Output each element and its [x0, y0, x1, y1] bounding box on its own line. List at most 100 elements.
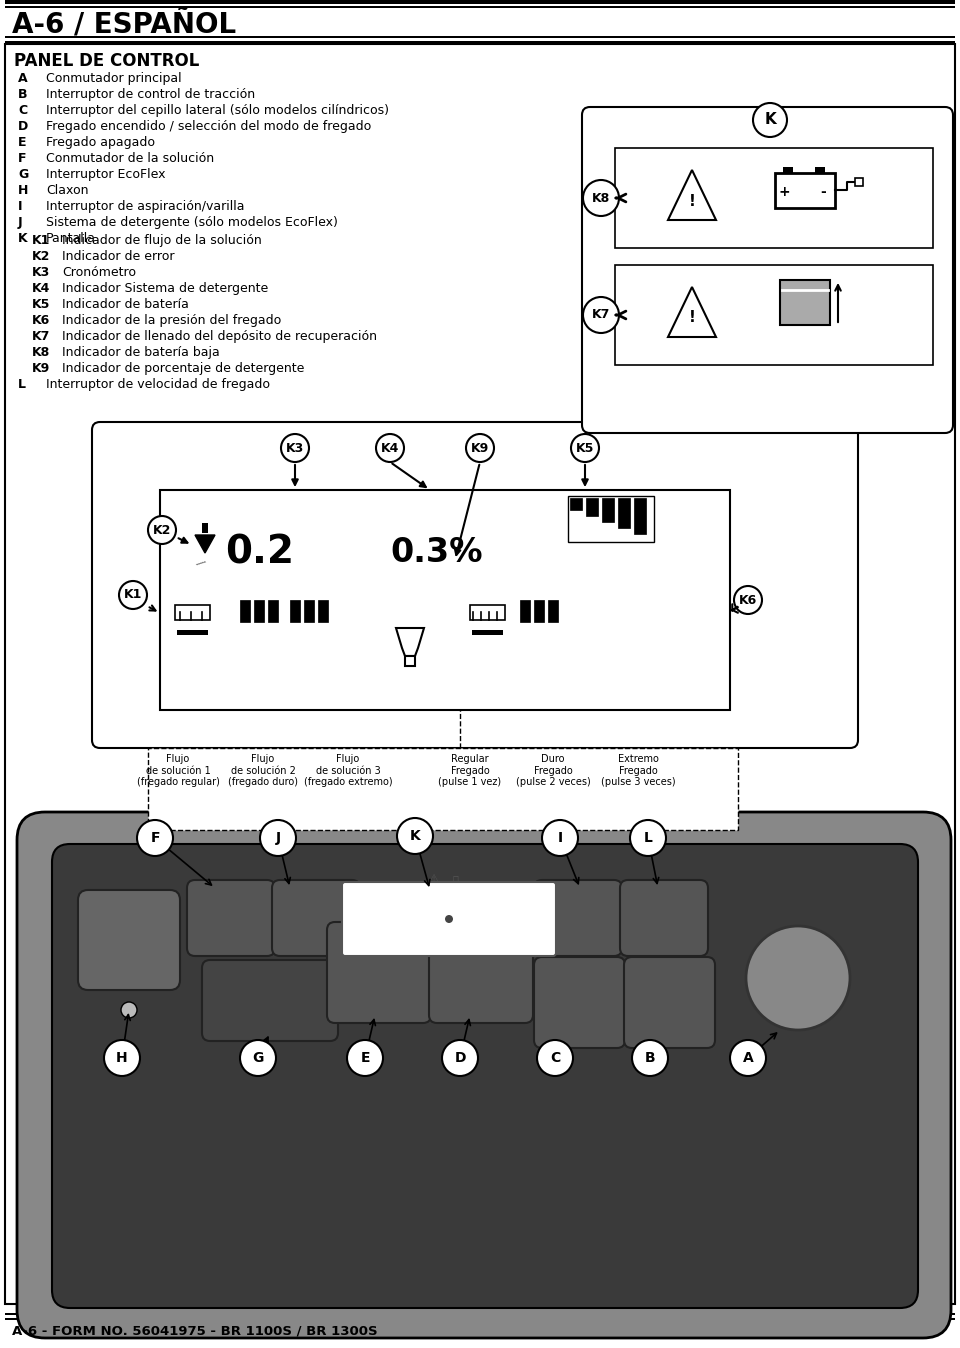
Text: K6: K6	[32, 314, 50, 328]
Bar	[534, 600, 544, 621]
Text: I: I	[18, 200, 22, 213]
Text: J: J	[18, 216, 23, 229]
Text: Flujo
de solución 3
(fregado extremo): Flujo de solución 3 (fregado extremo)	[303, 754, 393, 787]
Circle shape	[347, 1041, 383, 1076]
Bar	[634, 497, 646, 534]
Bar	[5, 1318, 955, 1320]
FancyBboxPatch shape	[17, 811, 951, 1339]
Text: !: !	[688, 310, 695, 325]
Text: Extremo
Fregado
(pulse 3 veces): Extremo Fregado (pulse 3 veces)	[601, 754, 675, 787]
Text: ⚠: ⚠	[428, 874, 438, 884]
FancyBboxPatch shape	[202, 960, 338, 1041]
Text: K7: K7	[591, 309, 611, 322]
FancyBboxPatch shape	[342, 882, 556, 956]
Bar	[815, 167, 825, 174]
Text: K2: K2	[32, 249, 50, 263]
Text: I: I	[558, 830, 563, 845]
Text: H: H	[116, 1051, 128, 1065]
Text: D: D	[18, 120, 28, 133]
Text: K9: K9	[470, 442, 490, 454]
Text: Indicador de porcentaje de detergente: Indicador de porcentaje de detergente	[62, 363, 304, 375]
Text: /: /	[195, 557, 204, 568]
Text: A-6 / ESPAÑOL: A-6 / ESPAÑOL	[12, 9, 236, 39]
Bar	[615, 266, 933, 365]
Bar	[5, 0, 955, 4]
Bar	[268, 600, 278, 621]
Text: K1: K1	[32, 235, 50, 247]
Text: K5: K5	[576, 442, 594, 454]
FancyBboxPatch shape	[327, 922, 431, 1023]
FancyBboxPatch shape	[534, 957, 625, 1047]
Circle shape	[260, 820, 296, 856]
Text: Interruptor EcoFlex: Interruptor EcoFlex	[46, 168, 165, 181]
Bar	[548, 600, 558, 621]
Text: Cronómetro: Cronómetro	[62, 266, 136, 279]
Text: Flujo
de solución 1
(fregado regular): Flujo de solución 1 (fregado regular)	[136, 754, 220, 787]
Bar	[570, 497, 582, 510]
Text: K: K	[410, 829, 420, 842]
Circle shape	[630, 820, 666, 856]
Text: L: L	[643, 830, 653, 845]
Bar	[405, 656, 415, 666]
Circle shape	[466, 434, 494, 462]
FancyBboxPatch shape	[620, 880, 708, 956]
Bar	[855, 178, 863, 186]
Text: Fregado encendido / selección del modo de fregado: Fregado encendido / selección del modo d…	[46, 120, 372, 133]
Bar	[586, 497, 598, 516]
Bar	[602, 497, 614, 522]
Text: H: H	[18, 183, 29, 197]
Text: E: E	[18, 136, 27, 150]
Text: Duro
Fregado
(pulse 2 veces): Duro Fregado (pulse 2 veces)	[516, 754, 590, 787]
Text: B: B	[645, 1051, 656, 1065]
Circle shape	[583, 181, 619, 216]
Bar	[290, 600, 300, 621]
Text: Indicador de llenado del depósito de recuperación: Indicador de llenado del depósito de rec…	[62, 330, 377, 342]
FancyBboxPatch shape	[78, 890, 180, 989]
Bar	[5, 40, 955, 43]
Bar	[5, 5, 955, 8]
FancyBboxPatch shape	[624, 957, 715, 1047]
Circle shape	[442, 1041, 478, 1076]
Bar	[304, 600, 314, 621]
Circle shape	[397, 818, 433, 855]
Text: K4: K4	[32, 282, 50, 295]
Circle shape	[583, 297, 619, 333]
Text: F: F	[151, 830, 159, 845]
Text: PANEL DE CONTROL: PANEL DE CONTROL	[14, 53, 200, 70]
Text: Interruptor de aspiración/varilla: Interruptor de aspiración/varilla	[46, 200, 245, 213]
Text: K5: K5	[32, 298, 50, 311]
Text: K4: K4	[381, 442, 399, 454]
Text: -: -	[820, 185, 826, 200]
Circle shape	[281, 434, 309, 462]
Circle shape	[734, 586, 762, 613]
Bar	[5, 35, 955, 38]
Bar	[775, 173, 835, 208]
Text: D: D	[454, 1051, 466, 1065]
FancyBboxPatch shape	[52, 844, 918, 1308]
Text: J: J	[276, 830, 280, 845]
Text: G: G	[252, 1051, 264, 1065]
Bar	[177, 630, 208, 635]
FancyBboxPatch shape	[187, 880, 275, 956]
Text: Conmutador principal: Conmutador principal	[46, 71, 181, 85]
Bar	[318, 600, 328, 621]
Circle shape	[571, 434, 599, 462]
FancyBboxPatch shape	[534, 880, 622, 956]
Circle shape	[753, 102, 787, 137]
Text: K6: K6	[739, 593, 757, 607]
Text: K3: K3	[286, 442, 304, 454]
FancyBboxPatch shape	[429, 922, 533, 1023]
Bar	[5, 1313, 955, 1316]
Text: A: A	[743, 1051, 754, 1065]
Circle shape	[137, 820, 173, 856]
Bar	[568, 496, 654, 542]
Circle shape	[104, 1041, 140, 1076]
Text: Sistema de detergente (sólo modelos EcoFlex): Sistema de detergente (sólo modelos EcoF…	[46, 216, 338, 229]
Text: Interruptor de control de tracción: Interruptor de control de tracción	[46, 88, 255, 101]
Text: K1: K1	[124, 589, 142, 601]
Text: Indicador de flujo de la solución: Indicador de flujo de la solución	[62, 235, 262, 247]
Bar	[618, 497, 630, 528]
Text: F: F	[18, 152, 27, 164]
Text: 0.2: 0.2	[225, 534, 294, 572]
Text: K: K	[764, 112, 776, 128]
